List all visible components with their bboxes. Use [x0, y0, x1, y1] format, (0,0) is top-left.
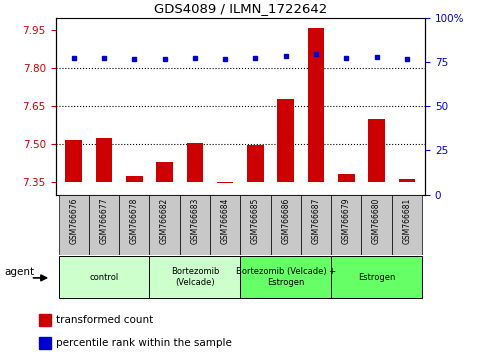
- Bar: [180, 195, 210, 255]
- Text: Estrogen: Estrogen: [358, 273, 395, 281]
- Bar: [361, 195, 392, 255]
- Bar: [58, 256, 149, 298]
- Text: GSM766683: GSM766683: [190, 198, 199, 244]
- Bar: [241, 195, 270, 255]
- Bar: [331, 256, 422, 298]
- Text: GSM766687: GSM766687: [312, 198, 321, 244]
- Bar: [126, 176, 142, 182]
- Bar: [65, 140, 82, 182]
- Bar: [308, 28, 325, 182]
- Text: GSM766678: GSM766678: [130, 198, 139, 244]
- Title: GDS4089 / ILMN_1722642: GDS4089 / ILMN_1722642: [154, 2, 327, 15]
- Bar: [96, 138, 113, 182]
- Text: GSM766685: GSM766685: [251, 198, 260, 244]
- Bar: [210, 195, 241, 255]
- Bar: [58, 195, 89, 255]
- Text: GSM766686: GSM766686: [281, 198, 290, 244]
- Bar: [277, 99, 294, 182]
- Text: control: control: [89, 273, 119, 281]
- Bar: [156, 162, 173, 182]
- Bar: [39, 314, 51, 326]
- Text: GSM766680: GSM766680: [372, 198, 381, 244]
- Bar: [89, 195, 119, 255]
- Bar: [149, 256, 241, 298]
- Bar: [331, 195, 361, 255]
- Text: GSM766684: GSM766684: [221, 198, 229, 244]
- Bar: [301, 195, 331, 255]
- Text: transformed count: transformed count: [56, 315, 153, 325]
- Bar: [39, 337, 51, 349]
- Text: GSM766677: GSM766677: [99, 198, 109, 244]
- Bar: [392, 195, 422, 255]
- Text: Bortezomib (Velcade) +
Estrogen: Bortezomib (Velcade) + Estrogen: [236, 267, 336, 287]
- Text: percentile rank within the sample: percentile rank within the sample: [56, 338, 231, 348]
- Text: GSM766681: GSM766681: [402, 198, 412, 244]
- Bar: [217, 182, 233, 183]
- Text: agent: agent: [4, 267, 35, 277]
- Bar: [186, 143, 203, 182]
- Text: GSM766676: GSM766676: [69, 198, 78, 244]
- Bar: [270, 195, 301, 255]
- Text: Bortezomib
(Velcade): Bortezomib (Velcade): [170, 267, 219, 287]
- Bar: [398, 179, 415, 182]
- Bar: [149, 195, 180, 255]
- Text: GSM766679: GSM766679: [342, 198, 351, 244]
- Bar: [338, 174, 355, 182]
- Bar: [119, 195, 149, 255]
- Bar: [241, 256, 331, 298]
- Bar: [368, 119, 385, 182]
- Bar: [247, 145, 264, 182]
- Text: GSM766682: GSM766682: [160, 198, 169, 244]
